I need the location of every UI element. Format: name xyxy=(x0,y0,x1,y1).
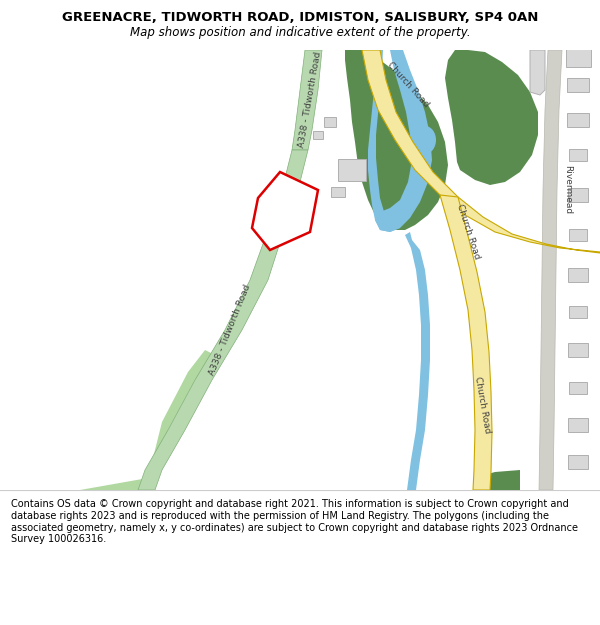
Text: Map shows position and indicative extent of the property.: Map shows position and indicative extent… xyxy=(130,26,470,39)
Text: Church Road: Church Road xyxy=(473,376,491,434)
Polygon shape xyxy=(440,195,492,490)
Bar xyxy=(568,188,588,202)
Polygon shape xyxy=(405,232,430,490)
Polygon shape xyxy=(375,50,432,232)
Polygon shape xyxy=(362,50,600,253)
Bar xyxy=(569,306,587,318)
Bar xyxy=(568,343,588,357)
Polygon shape xyxy=(252,172,318,250)
Bar xyxy=(567,113,589,127)
Bar xyxy=(313,131,323,139)
Polygon shape xyxy=(530,50,545,95)
Bar xyxy=(568,268,588,282)
Text: Rivermead: Rivermead xyxy=(563,166,572,214)
Bar xyxy=(567,78,589,92)
Polygon shape xyxy=(40,350,215,490)
Bar xyxy=(566,49,590,67)
Polygon shape xyxy=(345,50,362,62)
Bar xyxy=(569,382,587,394)
Polygon shape xyxy=(292,50,322,150)
Text: GREENACRE, TIDWORTH ROAD, IDMISTON, SALISBURY, SP4 0AN: GREENACRE, TIDWORTH ROAD, IDMISTON, SALI… xyxy=(62,11,538,24)
Bar xyxy=(569,229,587,241)
Ellipse shape xyxy=(414,126,436,154)
Text: Church Road: Church Road xyxy=(385,61,431,109)
Text: A338 - Tidworth Road: A338 - Tidworth Road xyxy=(297,51,323,149)
Text: Contains OS data © Crown copyright and database right 2021. This information is : Contains OS data © Crown copyright and d… xyxy=(11,499,578,544)
Polygon shape xyxy=(368,50,400,232)
Bar xyxy=(338,159,366,181)
Bar xyxy=(568,418,588,432)
Polygon shape xyxy=(345,50,448,230)
Text: A338 - Tidworth Road: A338 - Tidworth Road xyxy=(208,283,253,377)
Polygon shape xyxy=(138,150,308,490)
Bar xyxy=(324,117,336,127)
Text: Church Road: Church Road xyxy=(455,203,481,261)
Polygon shape xyxy=(445,50,538,185)
Bar xyxy=(569,149,587,161)
Polygon shape xyxy=(474,470,520,490)
Polygon shape xyxy=(539,50,562,490)
Bar xyxy=(568,455,588,469)
Bar xyxy=(331,187,345,197)
